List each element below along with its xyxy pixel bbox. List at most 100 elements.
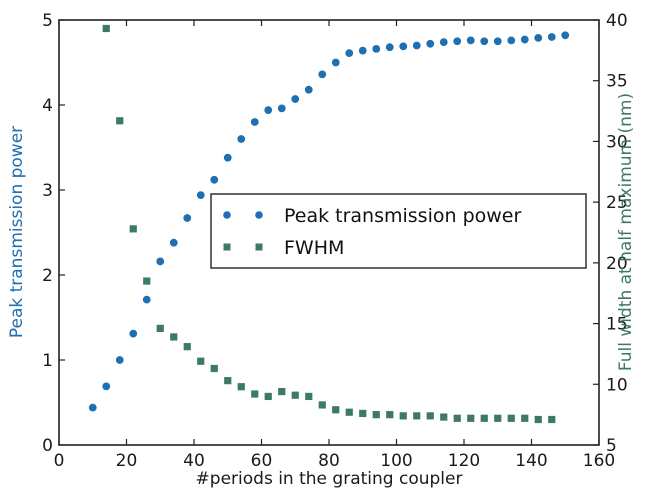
fwhm-point <box>521 414 529 422</box>
peak-transmission-point <box>385 43 394 52</box>
fwhm-point <box>156 324 164 333</box>
peak-transmission-point <box>439 38 448 46</box>
left-y-tick-label: 3 <box>42 181 53 201</box>
peak-transmission-point <box>534 33 543 42</box>
data-series <box>88 24 570 424</box>
x-tick-label: 60 <box>251 451 273 471</box>
peak-transmission-point <box>426 39 435 48</box>
right-y-tick-label: 30 <box>606 132 628 152</box>
peak-transmission-point <box>142 295 151 304</box>
fwhm-point <box>413 412 421 420</box>
x-tick-label: 140 <box>515 451 547 471</box>
x-tick-label: 40 <box>183 451 205 471</box>
fwhm-point <box>197 357 205 365</box>
peak-transmission-point <box>237 135 246 143</box>
peak-transmission-point <box>210 175 219 184</box>
legend: Peak transmission power FWHM <box>210 193 587 269</box>
fwhm-point <box>143 277 151 285</box>
left-y-tick-label: 2 <box>42 266 53 286</box>
x-tick-label: 100 <box>380 451 412 471</box>
legend-marker-fwhm-1 <box>223 243 231 251</box>
peak-transmission-point <box>561 31 570 40</box>
peak-transmission-point <box>331 58 340 67</box>
peak-transmission-point <box>102 382 111 391</box>
fwhm-point <box>264 392 272 401</box>
fwhm-point <box>224 377 232 385</box>
peak-transmission-point <box>129 329 138 338</box>
fwhm-point <box>251 390 259 398</box>
right-y-tick-label: 5 <box>606 436 617 456</box>
peak-transmission-point <box>372 45 381 53</box>
right-y-tick-label: 25 <box>606 193 628 213</box>
fwhm-point <box>494 414 502 422</box>
x-tick-label: 80 <box>318 451 340 471</box>
fwhm-point <box>548 415 556 424</box>
fwhm-point <box>467 414 475 422</box>
fwhm-point <box>453 414 461 422</box>
fwhm-point <box>399 412 407 420</box>
fwhm-point <box>170 333 178 341</box>
fwhm-point <box>359 409 367 418</box>
x-tick-label: 20 <box>116 451 138 471</box>
peak-transmission-point <box>250 118 259 126</box>
peak-transmission-point <box>480 37 489 46</box>
peak-transmission-point <box>264 106 273 114</box>
peak-transmission-point <box>156 257 165 266</box>
x-tick-label: 0 <box>54 451 65 471</box>
fwhm-point <box>305 392 313 401</box>
right-y-axis-title: Full width at half maximum (nm) <box>616 93 636 371</box>
peak-transmission-point <box>183 214 192 222</box>
fwhm-point <box>291 391 299 399</box>
fwhm-point <box>278 387 286 396</box>
legend-marker-fwhm-2 <box>255 243 263 251</box>
peak-transmission-point <box>507 36 516 45</box>
peak-transmission-point <box>547 33 556 41</box>
right-y-tick-label: 40 <box>606 11 628 31</box>
right-y-tick-label: 35 <box>606 72 628 92</box>
peak-transmission-point <box>169 238 178 247</box>
left-y-tick-label: 1 <box>42 351 53 371</box>
fwhm-point <box>102 24 110 33</box>
peak-transmission-point <box>291 95 300 103</box>
left-y-tick-label: 5 <box>42 11 53 31</box>
peak-transmission-point <box>88 403 97 412</box>
peak-transmission-point <box>318 70 327 79</box>
right-y-tick-label: 20 <box>606 254 628 274</box>
x-tick-label: 120 <box>448 451 480 471</box>
peak-transmission-point <box>358 46 367 55</box>
legend-box <box>210 193 587 269</box>
peak-transmission-point <box>223 153 232 162</box>
peak-transmission-point <box>115 356 124 364</box>
peak-transmission-point <box>304 85 313 94</box>
peak-transmission-point <box>399 42 408 51</box>
fwhm-point <box>440 413 448 421</box>
x-axis: 0 20 40 60 80 100 120 140 160 <box>54 20 615 471</box>
fwhm-point <box>426 412 434 420</box>
fwhm-point <box>386 411 394 419</box>
peak-transmission-point <box>345 49 354 58</box>
peak-transmission-point <box>277 104 286 113</box>
peak-transmission-point <box>412 41 421 50</box>
left-y-tick-label: 4 <box>42 96 53 116</box>
fwhm-point <box>183 343 191 351</box>
peak-transmission-point <box>493 37 502 46</box>
left-y-tick-label: 0 <box>42 436 53 456</box>
peak-transmission-point <box>453 37 462 46</box>
fwhm-point <box>332 406 340 414</box>
legend-label-fwhm: FWHM <box>284 237 344 259</box>
fwhm-point <box>507 414 515 422</box>
right-y-tick-label: 10 <box>606 375 628 395</box>
fwhm-point <box>116 117 124 125</box>
peak-transmission-point <box>466 36 475 45</box>
fwhm-point <box>318 401 326 409</box>
fwhm-point <box>372 411 380 419</box>
legend-marker-peak-2 <box>255 211 263 219</box>
fwhm-point <box>480 414 488 422</box>
legend-label-peak: Peak transmission power <box>284 205 521 227</box>
x-axis-title: #periods in the grating coupler <box>196 469 463 489</box>
peak-transmission-point <box>196 191 205 200</box>
fwhm-point <box>345 408 353 416</box>
fwhm-point <box>534 415 542 424</box>
right-y-axis: 5 10 15 20 25 30 35 40 <box>593 11 628 456</box>
fwhm-point <box>237 383 245 391</box>
